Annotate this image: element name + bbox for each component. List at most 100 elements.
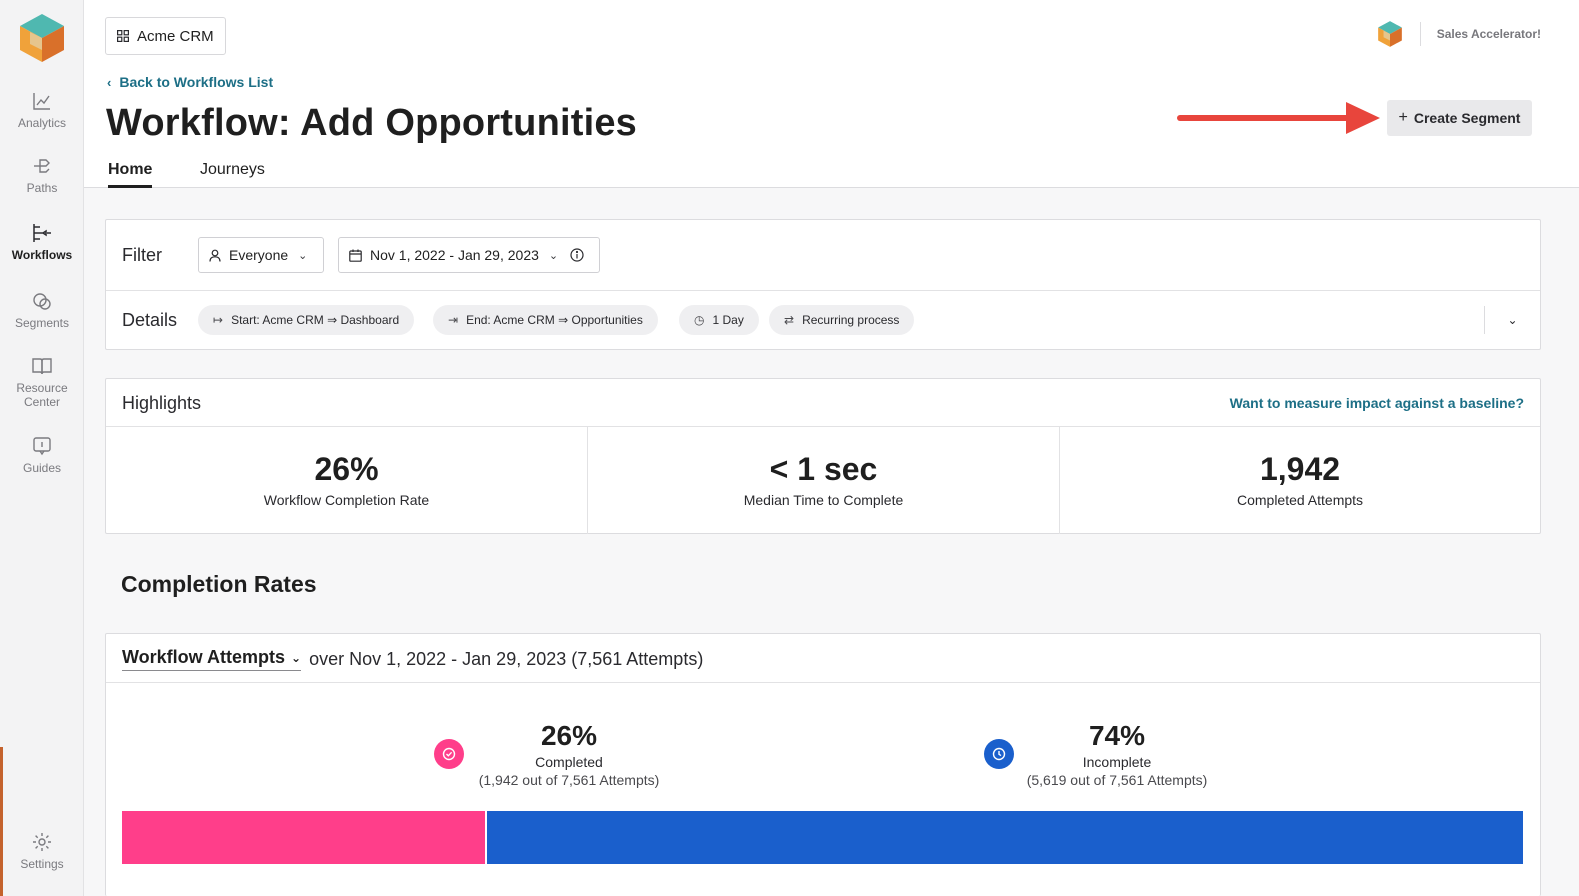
create-segment-button[interactable]: + Create Segment	[1387, 100, 1532, 136]
details-recurrence-pill[interactable]: ⇄ Recurring process	[769, 305, 915, 335]
header-separator	[1419, 22, 1421, 46]
incomplete-stat: 74% Incomplete (5,619 out of 7,561 Attem…	[1017, 720, 1217, 788]
back-to-workflows-link[interactable]: ‹ Back to Workflows List	[107, 74, 273, 90]
chevron-down-icon: ⌄	[291, 650, 302, 665]
filter-label: Filter	[122, 245, 162, 265]
completion-header: Workflow Attempts ⌄ over Nov 1, 2022 - J…	[122, 647, 703, 671]
clock-icon: ◷	[694, 313, 705, 327]
completed-detail: (1,942 out of 7,561 Attempts)	[478, 772, 660, 788]
account-logo-icon[interactable]	[1376, 20, 1404, 48]
metric-label: Workflow Completion Rate	[263, 492, 430, 508]
details-start: Start: Acme CRM ⇒ Dashboard	[231, 313, 400, 327]
expand-details-button[interactable]: ⌄	[1484, 306, 1540, 334]
range-text: over Nov 1, 2022 - Jan 29, 2023 (7,561 A…	[309, 648, 704, 669]
metric-label: Completed Attempts	[1236, 492, 1364, 508]
details-duration-pill[interactable]: ◷ 1 Day	[679, 305, 759, 335]
paths-icon	[34, 159, 50, 173]
book-icon	[32, 358, 52, 375]
baseline-link[interactable]: Want to measure impact against a baselin…	[1229, 395, 1524, 411]
sidebar-item-segments[interactable]: Segments	[0, 290, 84, 330]
guide-icon	[33, 437, 51, 456]
sidebar-item-label: Analytics	[17, 116, 67, 130]
incomplete-percent: 74%	[1088, 720, 1146, 751]
chevron-left-icon: ‹	[107, 74, 112, 90]
details-end-pill[interactable]: ⇥ End: Acme CRM ⇒ Opportunities	[433, 305, 658, 335]
info-icon[interactable]	[570, 248, 584, 262]
highlights-title: Highlights	[122, 393, 202, 413]
repeat-icon: ⇄	[784, 313, 795, 327]
tab-bar: Home Journeys	[84, 155, 1579, 188]
audience-value: Everyone	[229, 247, 289, 263]
completion-divider	[106, 682, 1540, 683]
segments-icon	[33, 293, 51, 310]
sidebar-item-label: Resource	[16, 381, 68, 395]
sidebar-item-analytics[interactable]: Analytics	[0, 90, 84, 130]
filter-divider	[106, 290, 1540, 291]
details-end: End: Acme CRM ⇒ Opportunities	[466, 313, 643, 327]
sidebar-item-label: Guides	[22, 461, 62, 475]
sidebar-item-label-line2: Center	[23, 395, 61, 409]
sidebar-item-label: Workflows	[11, 248, 73, 262]
highlights-divider	[106, 426, 1540, 427]
back-link-label: Back to Workflows List	[119, 74, 274, 90]
incomplete-detail: (5,619 out of 7,561 Attempts)	[1026, 772, 1208, 788]
date-range-select[interactable]: Nov 1, 2022 - Jan 29, 2023 ⌄	[338, 237, 600, 273]
sidebar-item-guides[interactable]: Guides	[0, 435, 84, 475]
workflows-icon	[33, 224, 51, 242]
app-switcher-button[interactable]: Acme CRM	[105, 17, 226, 55]
details-duration: 1 Day	[712, 313, 744, 327]
details-start-pill[interactable]: ↦ Start: Acme CRM ⇒ Dashboard	[198, 305, 415, 335]
date-range-value: Nov 1, 2022 - Jan 29, 2023	[370, 247, 539, 263]
metric-completion-rate: 26% Workflow Completion Rate	[106, 427, 587, 534]
app-name: Acme CRM	[137, 27, 214, 45]
sidebar-item-paths[interactable]: Paths	[0, 155, 84, 195]
sidebar-item-label: Segments	[14, 316, 70, 330]
sidebar-item-workflows[interactable]: Workflows	[0, 222, 84, 262]
end-icon: ⇥	[448, 313, 459, 327]
completed-bar-segment[interactable]	[122, 811, 485, 864]
completed-check-icon	[434, 739, 464, 769]
completion-card: Workflow Attempts ⌄ over Nov 1, 2022 - J…	[105, 633, 1541, 896]
completion-rates-title: Completion Rates	[121, 571, 317, 597]
metric-median-time: < 1 sec Median Time to Complete	[587, 427, 1059, 534]
account-area: Sales Accelerator!	[1376, 20, 1541, 48]
metric-label: Median Time to Complete	[743, 492, 904, 508]
tab-home[interactable]: Home	[108, 161, 153, 188]
incomplete-clock-icon	[984, 739, 1014, 769]
calendar-icon	[349, 249, 362, 262]
metric-completed-attempts: 1,942 Completed Attempts	[1059, 427, 1540, 534]
account-name[interactable]: Sales Accelerator!	[1436, 27, 1541, 41]
metric-value: 1,942	[1259, 451, 1341, 487]
completed-percent: 26%	[540, 720, 598, 751]
sidebar: Analytics Paths Workflows Segments Resou…	[0, 0, 84, 896]
sidebar-item-label: Settings	[20, 857, 64, 871]
window-edge-accent	[0, 747, 3, 896]
chevron-down-icon: ⌄	[548, 249, 559, 262]
completed-stat: 26% Completed (1,942 out of 7,561 Attemp…	[469, 720, 669, 788]
line-chart-icon	[33, 93, 50, 110]
chevron-down-icon: ⌄	[298, 249, 308, 262]
create-segment-label: Create Segment	[1413, 110, 1521, 126]
incomplete-label: Incomplete	[1082, 754, 1152, 770]
filter-card: Filter Everyone ⌄ Nov 1, 2022 - Jan 29, …	[105, 219, 1541, 350]
tab-journeys[interactable]: Journeys	[200, 161, 265, 178]
highlights-card: Highlights Want to measure impact agains…	[105, 378, 1541, 534]
chevron-down-icon: ⌄	[1507, 313, 1518, 327]
sidebar-item-resource-center[interactable]: Resource Center	[0, 355, 84, 409]
completed-label: Completed	[535, 754, 603, 770]
metric-value: 26%	[314, 451, 379, 487]
gear-icon	[33, 833, 51, 851]
metric-select-value: Workflow Attempts	[122, 647, 286, 667]
sidebar-item-label: Paths	[26, 181, 58, 195]
incomplete-bar-segment[interactable]	[487, 811, 1523, 864]
grid-icon	[117, 30, 129, 42]
start-icon: ↦	[213, 313, 224, 327]
metric-select[interactable]: Workflow Attempts ⌄	[122, 647, 302, 671]
page-title: Workflow: Add Opportunities	[106, 102, 638, 144]
app-logo-icon[interactable]	[16, 12, 68, 64]
sidebar-item-settings[interactable]: Settings	[0, 831, 84, 871]
audience-select[interactable]: Everyone ⌄	[198, 237, 324, 273]
details-recurrence: Recurring process	[802, 313, 900, 327]
metric-value: < 1 sec	[769, 451, 878, 487]
person-icon	[209, 249, 221, 262]
